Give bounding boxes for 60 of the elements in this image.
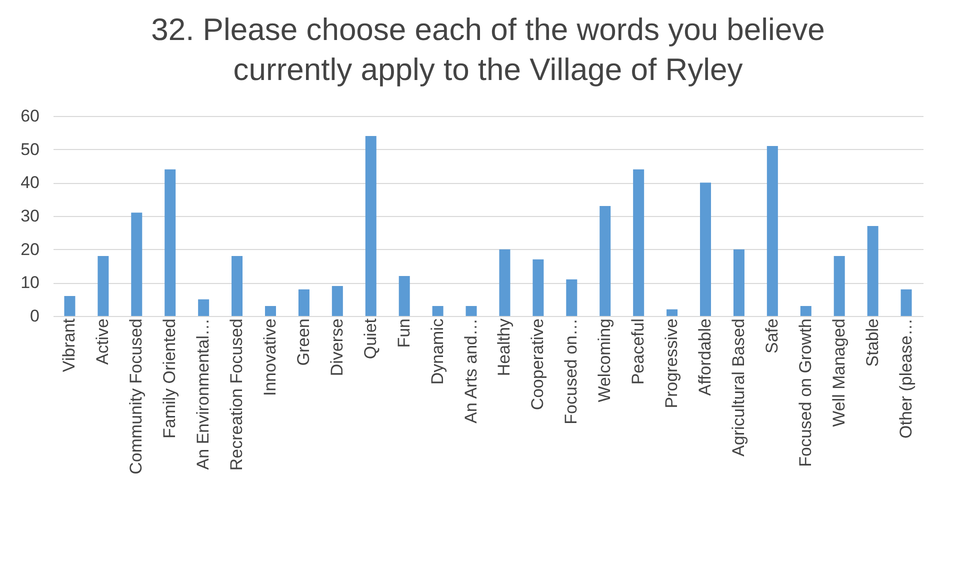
bar bbox=[566, 279, 578, 316]
x-tick-label: An Environmental… bbox=[194, 318, 213, 470]
y-tick-label: 60 bbox=[20, 106, 40, 126]
y-tick-label: 40 bbox=[20, 173, 40, 192]
chart-title: 32. Please choose each of the words you believe currently apply to the Village of Ryley bbox=[151, 12, 825, 87]
bar bbox=[298, 289, 310, 316]
x-tick-label: Well Managed bbox=[829, 318, 848, 427]
bar bbox=[365, 136, 376, 316]
bar bbox=[64, 296, 76, 316]
x-tick-label: Stable bbox=[862, 318, 882, 367]
bar bbox=[834, 256, 845, 316]
bar bbox=[867, 226, 878, 316]
x-tick-label: Recreation Focused bbox=[227, 318, 246, 471]
bar bbox=[265, 306, 276, 316]
x-tick-label: Innovative bbox=[260, 318, 280, 396]
x-tick-label: Family Oriented bbox=[160, 318, 180, 438]
bar bbox=[164, 169, 176, 316]
bar bbox=[232, 256, 243, 316]
bar bbox=[98, 256, 109, 316]
x-tick-label: Progressive bbox=[662, 318, 682, 408]
x-tick-label: Cooperative bbox=[528, 318, 548, 410]
x-tick-label: Community Focused bbox=[126, 318, 146, 474]
y-tick-label: 20 bbox=[20, 240, 40, 259]
x-tick-label: Focused on… bbox=[562, 318, 581, 424]
bar bbox=[398, 276, 410, 316]
y-tick-label: 10 bbox=[20, 273, 40, 292]
bar bbox=[600, 206, 611, 316]
y-tick-label: 0 bbox=[30, 306, 40, 326]
bar bbox=[332, 286, 343, 316]
x-tick-label: Healthy bbox=[494, 318, 514, 376]
bar bbox=[800, 306, 812, 316]
bar bbox=[466, 306, 477, 316]
x-tick-label: Green bbox=[294, 318, 313, 366]
x-tick-label: Welcoming bbox=[595, 318, 614, 402]
bar bbox=[766, 146, 778, 316]
x-tick-label: Diverse bbox=[327, 318, 346, 376]
bar bbox=[432, 306, 444, 316]
x-tick-label: Agricultural Based bbox=[728, 318, 748, 456]
x-tick-label: Dynamic bbox=[428, 318, 447, 385]
bar bbox=[633, 169, 644, 316]
x-tick-label: Safe bbox=[762, 318, 782, 354]
bar bbox=[900, 289, 912, 316]
x-tick-label: Vibrant bbox=[60, 318, 79, 372]
bar bbox=[198, 299, 210, 316]
x-tick-label: Focused on Growth bbox=[796, 318, 815, 467]
x-tick-label: Active bbox=[93, 318, 112, 365]
bar bbox=[733, 249, 744, 316]
x-tick-label: Peaceful bbox=[628, 318, 648, 385]
x-tick-label: Quiet bbox=[360, 318, 380, 360]
x-tick-label: Affordable bbox=[696, 318, 714, 396]
bar bbox=[700, 182, 711, 316]
bar bbox=[131, 212, 142, 316]
x-tick-label: Fun bbox=[394, 318, 414, 348]
bar bbox=[499, 249, 510, 316]
x-tick-label: Other (please… bbox=[896, 318, 916, 438]
bar bbox=[666, 309, 678, 316]
y-tick-label: 30 bbox=[20, 206, 40, 226]
bar bbox=[532, 259, 544, 316]
y-tick-label: 50 bbox=[20, 140, 40, 159]
x-tick-label: An Arts and… bbox=[461, 318, 480, 424]
